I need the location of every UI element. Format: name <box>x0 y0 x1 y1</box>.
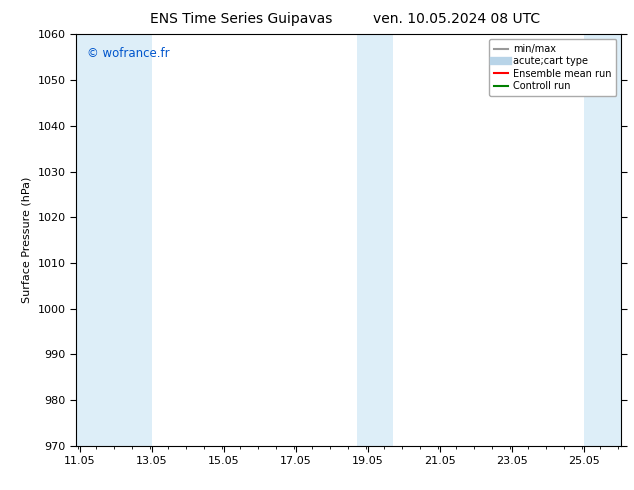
Text: ENS Time Series Guipavas: ENS Time Series Guipavas <box>150 12 332 26</box>
Legend: min/max, acute;cart type, Ensemble mean run, Controll run: min/max, acute;cart type, Ensemble mean … <box>489 39 616 96</box>
Text: © wofrance.fr: © wofrance.fr <box>87 47 170 60</box>
Bar <box>357 34 393 446</box>
Y-axis label: Surface Pressure (hPa): Surface Pressure (hPa) <box>22 177 32 303</box>
Bar <box>583 34 621 446</box>
Text: ven. 10.05.2024 08 UTC: ven. 10.05.2024 08 UTC <box>373 12 540 26</box>
Bar <box>76 34 152 446</box>
